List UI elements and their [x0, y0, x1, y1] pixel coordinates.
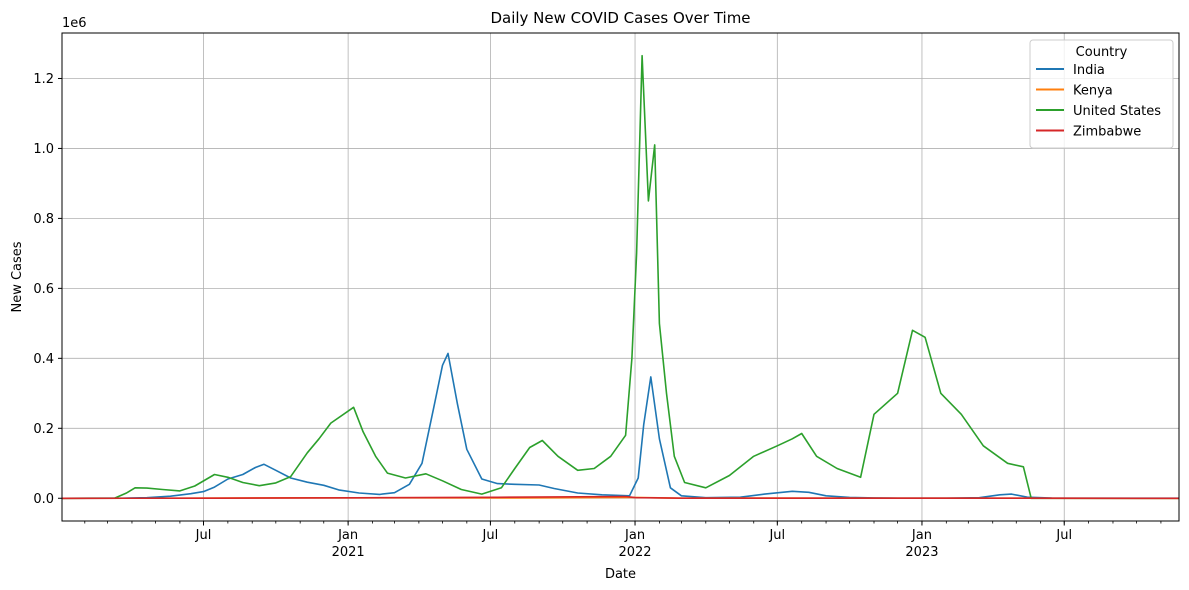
legend-label-kenya: Kenya — [1073, 84, 1113, 99]
legend-title: Country — [1076, 45, 1128, 60]
legend-label-india: India — [1073, 63, 1105, 78]
legend-label-united-states: United States — [1073, 104, 1161, 119]
legend-items: India Kenya United States Zimbabwe — [1036, 63, 1161, 140]
series-line-india — [61, 352, 1179, 500]
x-axis-title: Date — [605, 567, 636, 582]
y-tick-label: 1.0 — [33, 142, 54, 157]
legend: Country India Kenya United States Zimbabwe — [1029, 39, 1174, 149]
y-axis-offset-label: 1e6 — [62, 16, 87, 31]
series-line-united-states — [61, 54, 1179, 500]
x-tick-label: Jul — [195, 528, 212, 543]
x-tick-year-label: 2021 — [332, 545, 365, 560]
legend-label-zimbabwe: Zimbabwe — [1073, 125, 1141, 140]
x-tick-label: Jan — [624, 528, 645, 543]
y-tick-label: 0.4 — [33, 352, 54, 367]
y-tick-label: 0.2 — [33, 422, 54, 437]
x-tick-year-label: 2023 — [905, 545, 938, 560]
y-tick-label: 0.0 — [33, 492, 54, 507]
x-axis: Jul Jan 2021 Jul Jan 2022 Jul Jan 2023 Jul — [84, 521, 1162, 560]
x-tick-year-label: 2022 — [618, 545, 651, 560]
x-tick-label: Jul — [482, 528, 499, 543]
x-tick-label: Jul — [768, 528, 785, 543]
series-line-zimbabwe — [61, 495, 1180, 500]
chart-title: Daily New COVID Cases Over Time — [490, 9, 750, 27]
x-tick-label: Jan — [911, 528, 932, 543]
series-lines — [61, 54, 1180, 500]
y-tick-label: 0.8 — [33, 212, 54, 227]
plot-area-frame — [61, 32, 1180, 522]
grid-lines — [62, 33, 1179, 521]
y-tick-label: 1.2 — [33, 72, 54, 87]
x-tick-label: Jan — [337, 528, 358, 543]
y-tick-label: 0.6 — [33, 282, 54, 297]
y-axis: 0.0 0.2 0.4 0.6 0.8 1.0 1.2 — [33, 72, 62, 507]
y-axis-title: New Cases — [10, 241, 25, 312]
legend-box — [1029, 39, 1174, 149]
x-tick-label: Jul — [1055, 528, 1072, 543]
